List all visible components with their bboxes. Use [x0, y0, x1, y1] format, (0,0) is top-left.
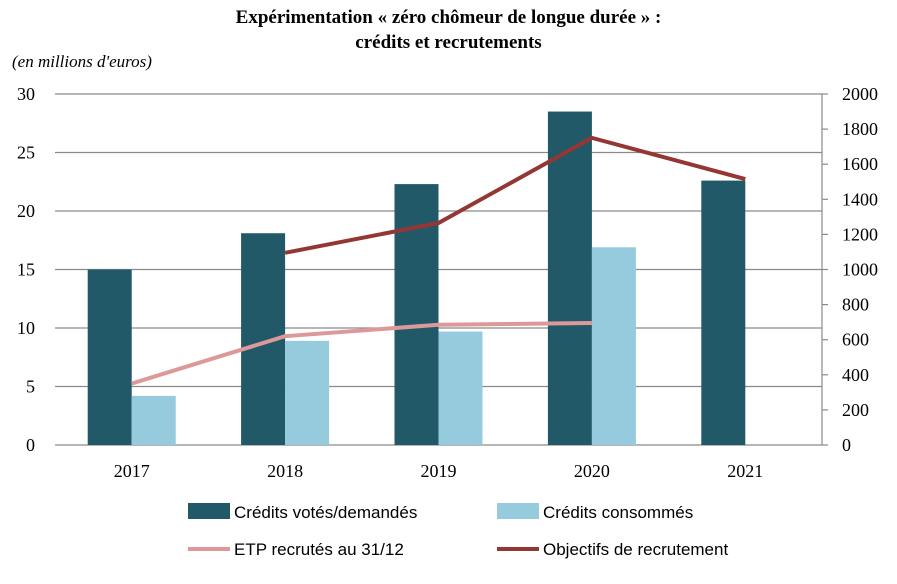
y-tick-label: 30: [17, 84, 35, 104]
series-line: [284, 135, 746, 255]
bar: [438, 331, 483, 445]
x-tick-label: 2021: [727, 461, 763, 481]
legend-label: Objectifs de recrutement: [543, 540, 728, 559]
bar: [701, 180, 746, 445]
chart-title: Expérimentation « zéro chômeur de longue…: [235, 7, 662, 28]
y2-tick-label: 200: [842, 400, 869, 420]
bar: [285, 340, 330, 445]
bar: [591, 247, 636, 445]
bar: [87, 269, 132, 445]
legend-swatch: [497, 503, 539, 519]
legend-label: Crédits consommés: [543, 503, 693, 522]
y-tick-label: 20: [17, 201, 35, 221]
y-axis-unit-label: (en millions d'euros): [12, 52, 152, 71]
y2-tick-label: 0: [842, 435, 851, 455]
x-tick-label: 2017: [114, 461, 150, 481]
y2-tick-label: 800: [842, 295, 869, 315]
y-tick-label: 25: [17, 143, 35, 163]
y-tick-label: 15: [17, 260, 35, 280]
x-tick-label: 2018: [267, 461, 303, 481]
series-line: [131, 321, 592, 386]
legend-label: Crédits votés/demandés: [234, 503, 417, 522]
y2-tick-label: 400: [842, 365, 869, 385]
bar: [131, 395, 176, 445]
y2-tick-label: 1400: [842, 189, 878, 209]
y-tick-label: 5: [26, 377, 35, 397]
x-tick-label: 2019: [421, 461, 457, 481]
y2-tick-label: 2000: [842, 84, 878, 104]
y2-tick-label: 1800: [842, 119, 878, 139]
legend-label: ETP recrutés au 31/12: [234, 540, 404, 559]
y-tick-label: 0: [26, 435, 35, 455]
bar: [547, 111, 592, 446]
legend-swatch: [188, 503, 230, 519]
chart-subtitle: crédits et recrutements: [355, 32, 542, 53]
y-tick-label: 10: [17, 318, 35, 338]
y2-tick-label: 1200: [842, 224, 878, 244]
y2-tick-label: 1600: [842, 154, 878, 174]
y2-tick-label: 600: [842, 330, 869, 350]
y2-tick-label: 1000: [842, 260, 878, 280]
x-tick-label: 2020: [574, 461, 610, 481]
